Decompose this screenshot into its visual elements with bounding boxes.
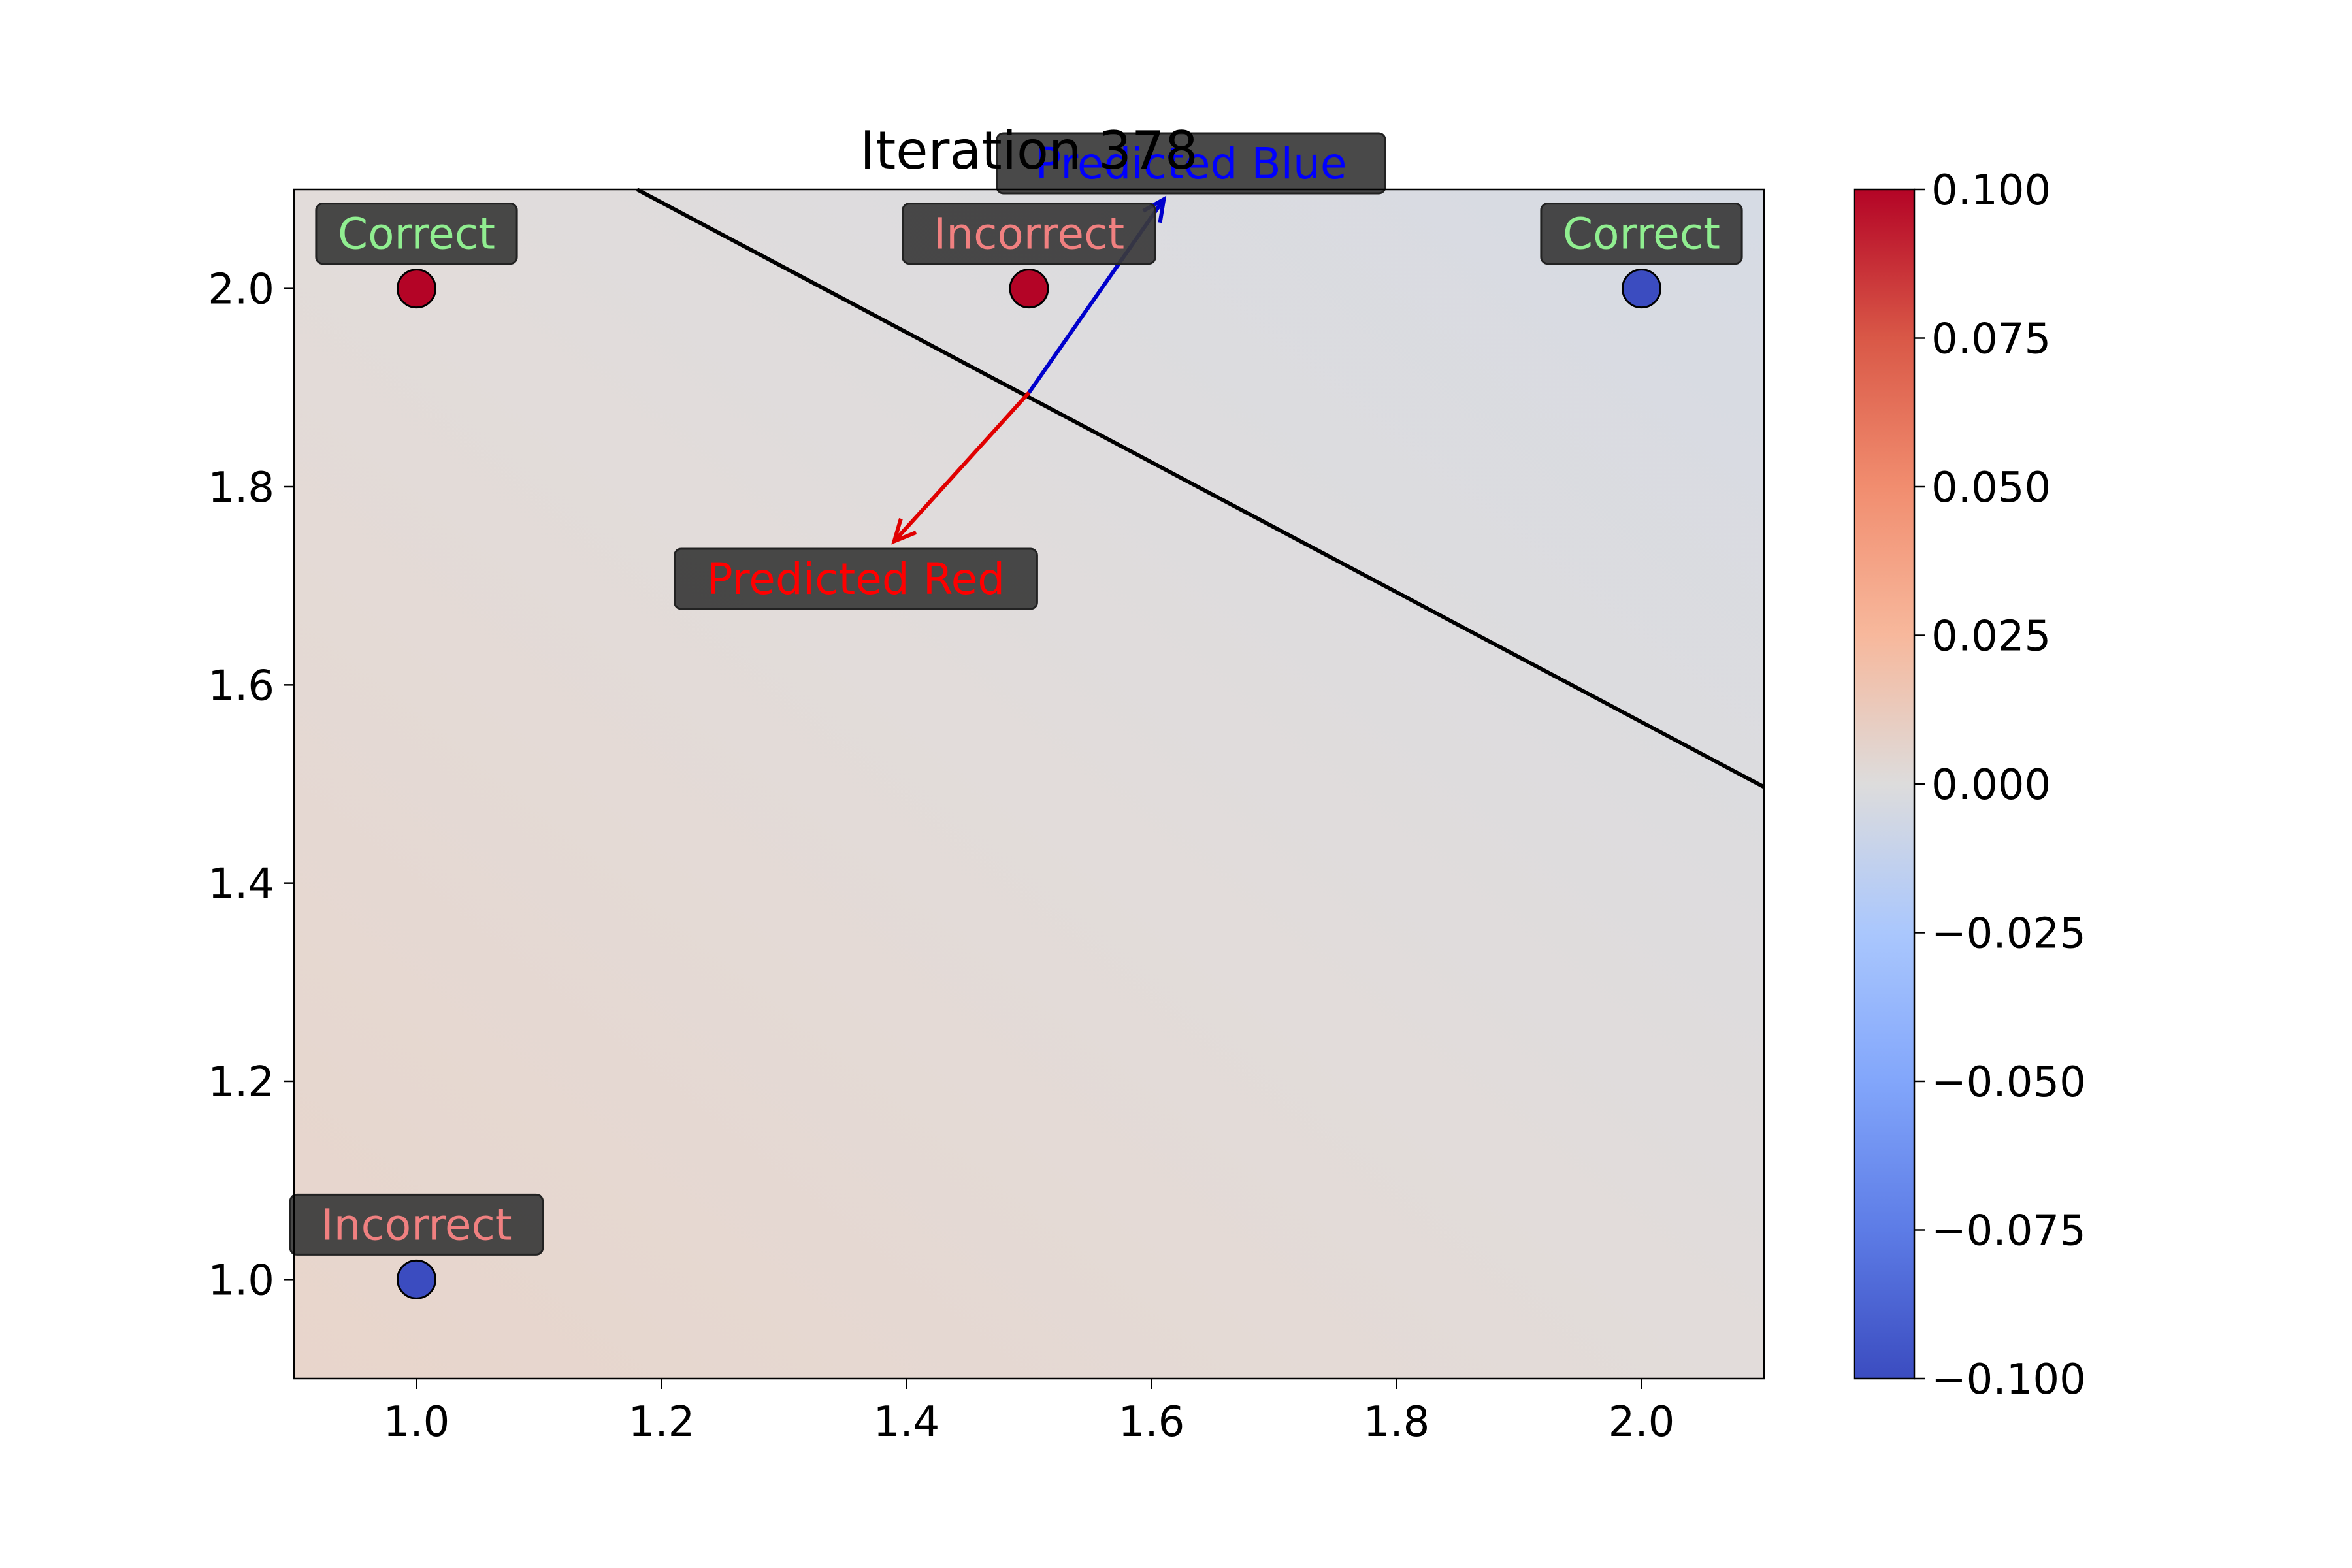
status-label-box — [902, 203, 1156, 265]
decision-boundary-line — [636, 188, 1765, 789]
x-tick-label: 1.6 — [1119, 1398, 1185, 1446]
chart-title: Iteration 378 — [860, 120, 1198, 181]
arrow-label-box — [674, 547, 1038, 610]
colorbar-tick-label: 0.000 — [1931, 761, 2051, 809]
points-layer: Correct Incorrect Correct Incorrect — [289, 203, 1743, 1299]
y-tick-label: 2.0 — [208, 266, 274, 314]
colorbar — [1853, 188, 1916, 1380]
arrow-head-icon — [891, 518, 917, 545]
decision-boundary-layer — [636, 188, 1765, 789]
status-label: Correct — [1563, 209, 1720, 259]
x-tick-label: 1.8 — [1364, 1398, 1430, 1446]
prediction-arrow-line — [892, 391, 1031, 543]
x-tick-label: 1.4 — [874, 1398, 940, 1446]
y-tick-label: 1.0 — [208, 1256, 274, 1305]
y-tick-label: 1.6 — [208, 662, 274, 710]
arrow-label-layer: Predicted Blue Predicted Red — [674, 132, 1386, 610]
colorbar-tick-label: 0.100 — [1931, 167, 2051, 215]
status-label: Correct — [338, 209, 495, 259]
colorbar-tick-label: 0.075 — [1931, 316, 2051, 364]
status-label-box — [289, 1193, 544, 1256]
status-label: Incorrect — [321, 1200, 512, 1250]
arrow-label: Predicted Red — [707, 554, 1005, 604]
x-axis: 1.0 1.2 1.4 1.6 1.8 2.0 — [384, 1379, 1675, 1446]
colorbar-tick-label: −0.075 — [1931, 1207, 2086, 1256]
arrow-label-box — [996, 132, 1386, 195]
colorbar-tick-label: −0.050 — [1931, 1058, 2086, 1107]
y-tick-label: 1.2 — [208, 1058, 274, 1107]
colorbar-tick-label: −0.025 — [1931, 910, 2086, 958]
arrow-label: Predicted Blue — [1036, 139, 1347, 189]
data-point — [397, 269, 436, 309]
status-label-box — [315, 203, 518, 265]
status-label: Incorrect — [934, 209, 1124, 259]
data-point — [1622, 269, 1661, 309]
data-point — [1009, 269, 1049, 309]
x-tick-label: 1.0 — [384, 1398, 450, 1446]
y-axis: 1.0 1.2 1.4 1.6 1.8 2.0 — [208, 266, 294, 1305]
status-label-box — [1540, 203, 1743, 265]
plot-frame — [293, 188, 1765, 1380]
x-tick-label: 1.2 — [629, 1398, 695, 1446]
y-tick-label: 1.8 — [208, 464, 274, 512]
x-tick-label: 2.0 — [1609, 1398, 1675, 1446]
data-point — [397, 1259, 436, 1299]
colorbar-tick-label: 0.025 — [1931, 613, 2051, 661]
plot-background — [294, 189, 1764, 1379]
colorbar-axis: 0.100 0.075 0.050 0.025 0.000 −0.025 −0.050 −0.… — [1914, 167, 2086, 1404]
y-tick-label: 1.4 — [208, 860, 274, 909]
colorbar-tick-label: 0.050 — [1931, 464, 2051, 512]
colorbar-tick-label: −0.100 — [1931, 1356, 2086, 1404]
